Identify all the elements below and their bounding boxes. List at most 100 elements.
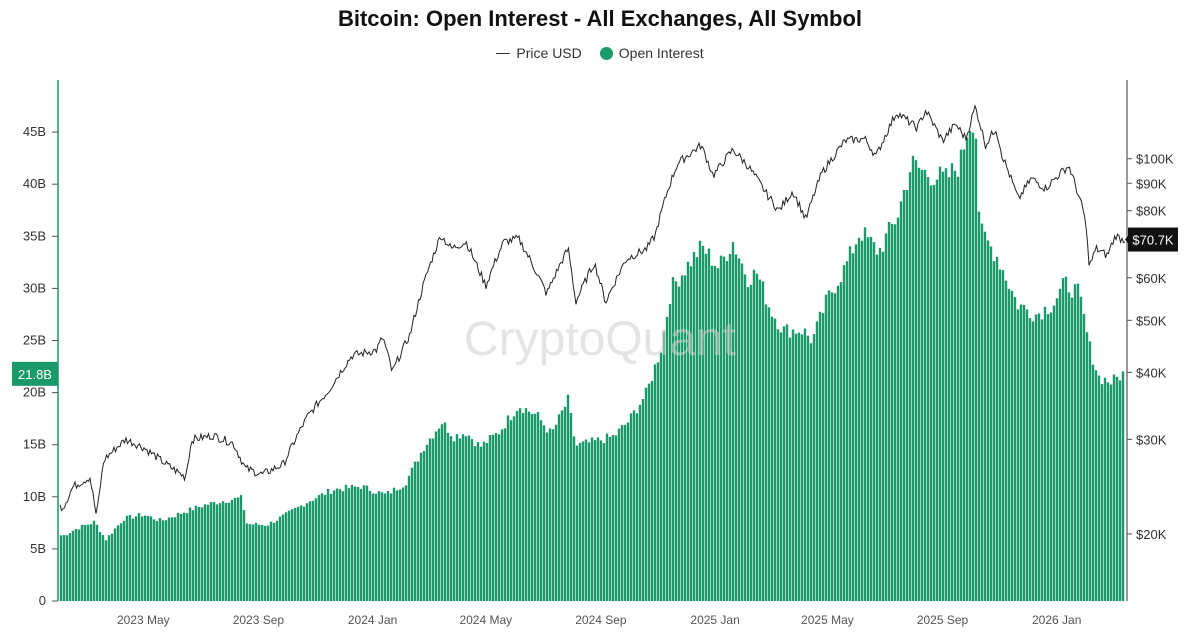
open-interest-bar (110, 533, 114, 601)
open-interest-bar (1016, 309, 1020, 601)
open-interest-bar (629, 413, 633, 601)
open-interest-bar (755, 273, 759, 601)
open-interest-bar (92, 520, 96, 601)
open-interest-bar (662, 331, 666, 601)
open-interest-bar (482, 441, 486, 601)
open-interest-bar (203, 504, 207, 601)
open-interest-bar (236, 497, 240, 601)
open-interest-bar (125, 515, 129, 601)
open-interest-bar (311, 500, 315, 601)
open-interest-bar (1079, 296, 1083, 601)
open-interest-bar (632, 410, 636, 601)
open-interest-bar (404, 485, 408, 601)
legend-item-open-interest[interactable]: Open Interest (599, 45, 704, 61)
open-interest-bar (620, 425, 624, 601)
open-interest-bar (644, 387, 648, 601)
open-interest-bar (1076, 283, 1080, 601)
open-interest-bar (875, 254, 879, 601)
open-interest-bar (530, 414, 534, 601)
open-interest-bar (74, 529, 78, 601)
open-interest-bar (737, 258, 741, 601)
open-interest-bar (791, 329, 795, 601)
open-interest-bar (929, 185, 933, 601)
open-interest-bar (68, 533, 72, 601)
open-interest-bar (464, 436, 468, 601)
open-interest-bar (1073, 284, 1077, 601)
open-interest-bar (206, 504, 210, 601)
open-interest-bar (872, 242, 876, 601)
y-right-tick-label: $40K (1136, 365, 1167, 380)
open-interest-bar (296, 506, 300, 601)
open-interest-bar (821, 313, 825, 601)
watermark: CryptoQuant (464, 313, 736, 366)
open-interest-bar (185, 513, 189, 601)
open-interest-bar (968, 131, 972, 601)
y-right-tick-label: $80K (1136, 204, 1167, 219)
open-interest-bar (98, 532, 102, 601)
open-interest-bar (1118, 380, 1122, 601)
open-interest-bar (770, 316, 774, 601)
open-interest-bar (890, 223, 894, 601)
open-interest-bar (800, 334, 804, 601)
open-interest-bar (365, 485, 369, 601)
price-line (59, 104, 1126, 514)
open-interest-bar (122, 520, 126, 601)
open-interest-bar (827, 290, 831, 601)
open-interest-bar (494, 433, 498, 601)
open-interest-badge-bg (12, 361, 58, 386)
open-interest-bar (542, 425, 546, 601)
open-interest-bar (1106, 382, 1110, 601)
open-interest-bar (710, 265, 714, 601)
legend-dot-icon (599, 46, 613, 60)
open-interest-bar (146, 515, 150, 601)
open-interest-bar (254, 522, 258, 601)
open-interest-bar (170, 517, 174, 601)
open-interest-bar (359, 489, 363, 601)
open-interest-bar (731, 242, 735, 601)
open-interest-bar (413, 461, 417, 601)
y-left-tick-label: 25B (23, 333, 46, 348)
open-interest-bar (962, 149, 966, 601)
y-right-axis: $20K$30K$40K$50K$60K$70K$80K$90K$100K (1127, 152, 1174, 542)
open-interest-bar (1052, 305, 1056, 601)
x-tick-label: 2025 May (801, 613, 854, 627)
open-interest-bar (113, 528, 117, 601)
open-interest-bar (395, 490, 399, 601)
open-interest-bar (389, 493, 393, 601)
legend-label-open-interest: Open Interest (618, 45, 704, 61)
open-interest-bar (593, 440, 597, 601)
open-interest-bar (416, 461, 420, 601)
open-interest-bar (659, 352, 663, 601)
open-interest-bar (104, 540, 108, 601)
open-interest-bar (950, 163, 954, 601)
open-interest-bar (1055, 298, 1059, 601)
open-interest-bar (335, 488, 339, 601)
open-interest-bar (668, 304, 672, 601)
open-interest-bar (437, 428, 441, 601)
x-tick-label: 2023 May (117, 613, 170, 627)
open-interest-bar (116, 525, 120, 601)
open-interest-bar (848, 246, 852, 601)
open-interest-bar (491, 434, 495, 601)
open-interest-bar (1112, 374, 1116, 601)
legend-item-price[interactable]: Price USD (496, 45, 582, 61)
open-interest-bar (857, 237, 861, 602)
open-interest-bar (1034, 314, 1038, 601)
open-interest-bar (467, 435, 471, 601)
open-interest-bar (134, 516, 138, 601)
open-interest-bar (248, 524, 252, 601)
price-badge-label: $70.7K (1132, 233, 1174, 248)
open-interest-bar (71, 530, 75, 601)
open-interest-bar (707, 248, 711, 601)
open-interest-bar (149, 516, 153, 601)
open-interest-bar (518, 408, 522, 601)
open-interest-bar (323, 494, 327, 601)
open-interest-bar (368, 490, 372, 601)
open-interest-bar (932, 184, 936, 601)
open-interest-bar (596, 437, 600, 601)
open-interest-bar (290, 509, 294, 601)
open-interest-bar (590, 437, 594, 601)
open-interest-bar (401, 487, 405, 601)
open-interest-bar (656, 362, 660, 601)
